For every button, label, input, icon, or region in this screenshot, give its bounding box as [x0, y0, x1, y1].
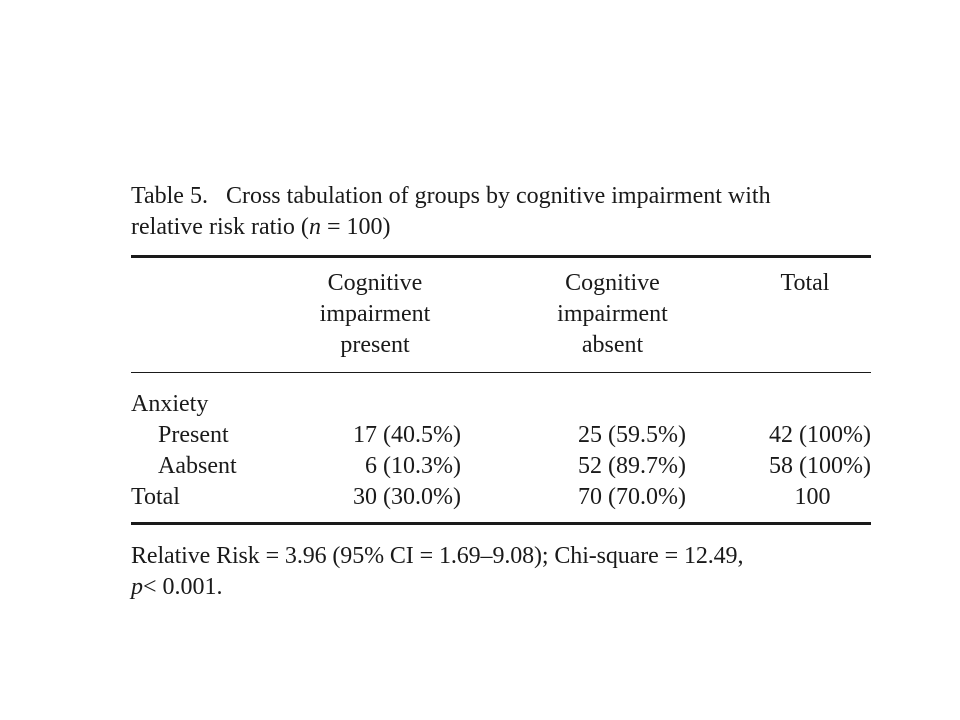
cell-absent-impairment-absent: 52 (89.7%) — [578, 453, 686, 479]
cell-total-total: 100 — [794, 484, 831, 510]
caption-line-2-suffix: = 100) — [320, 214, 391, 240]
footnote-p-symbol: p — [131, 574, 143, 600]
table-top-rule — [131, 255, 871, 258]
cell-present-total: 42 (100%) — [769, 422, 871, 448]
footnote-p-value: < 0.001. — [143, 574, 223, 600]
cell-absent-total: 58 (100%) — [769, 453, 871, 479]
cell-absent-impairment-present: 6 (10.3%) — [365, 453, 461, 479]
cell-present-impairment-absent: 25 (59.5%) — [578, 422, 686, 448]
caption-line-1: Cross tabulation of groups by cognitive … — [225, 183, 771, 209]
row-label-present: Present — [158, 422, 229, 448]
column-header-present-line-1: Cognitive — [327, 270, 423, 296]
column-header-total: Total — [750, 268, 860, 299]
table-label: Table 5. — [131, 183, 208, 209]
cell-total-impairment-present: 30 (30.0%) — [353, 484, 461, 510]
footnote-line-2: p< 0.001. — [131, 572, 876, 603]
row-label-absent: Aabsent — [158, 453, 237, 479]
cell-total-impairment-absent: 70 (70.0%) — [578, 484, 686, 510]
column-header-impairment-present: Cognitive impairment present — [295, 268, 455, 361]
column-header-total-label: Total — [780, 270, 830, 296]
column-header-present-line-2: impairment — [319, 301, 431, 327]
column-header-absent-line-3: absent — [581, 332, 644, 358]
row-group-label-anxiety: Anxiety — [131, 391, 209, 417]
caption-line-2-prefix: relative risk ratio ( — [131, 214, 309, 240]
column-header-absent-line-1: Cognitive — [565, 270, 660, 296]
table-footnote: Relative Risk = 3.96 (95% CI = 1.69–9.08… — [131, 541, 876, 603]
row-label-total: Total — [131, 484, 180, 510]
column-header-present-line-3: present — [340, 332, 410, 358]
footnote-line-1: Relative Risk = 3.96 (95% CI = 1.69–9.08… — [131, 543, 744, 569]
table-header-rule — [131, 372, 871, 373]
column-header-impairment-absent: Cognitive impairment absent — [535, 268, 690, 361]
table-caption: Table 5. Cross tabulation of groups by co… — [131, 181, 876, 243]
column-header-absent-line-2: impairment — [557, 301, 668, 327]
caption-n-symbol: n — [308, 214, 321, 240]
cell-present-impairment-present: 17 (40.5%) — [353, 422, 461, 448]
table-bottom-rule — [131, 522, 871, 525]
